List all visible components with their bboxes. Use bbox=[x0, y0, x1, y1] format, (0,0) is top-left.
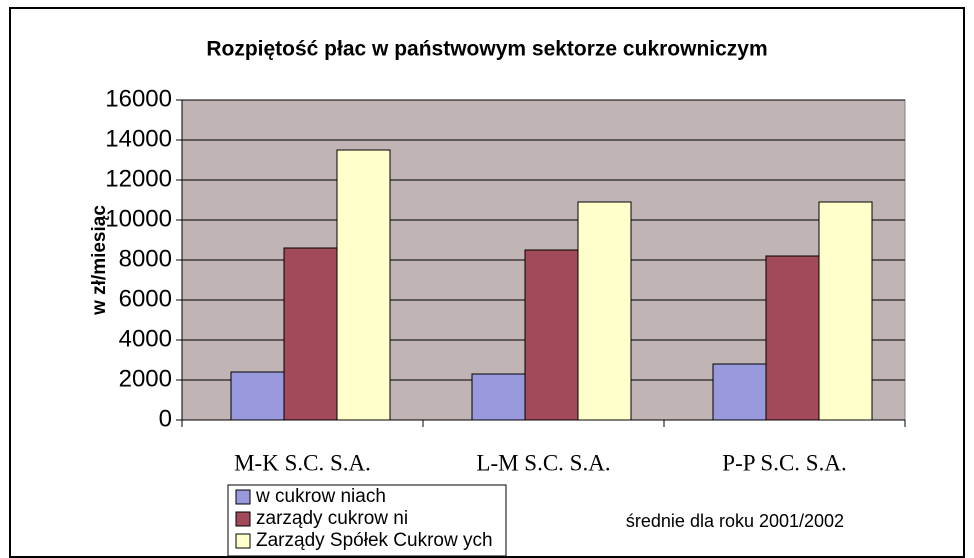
bar bbox=[818, 201, 873, 421]
bar bbox=[712, 363, 767, 421]
x-tick-label: P-P S.C. S.A. bbox=[722, 450, 846, 475]
legend-swatch bbox=[235, 489, 251, 505]
y-tick-label: 12000 bbox=[105, 165, 172, 192]
legend-label: w cukrow niach bbox=[255, 486, 386, 507]
x-tick-label: L-M S.C. S.A. bbox=[476, 450, 610, 475]
y-tick-label: 2000 bbox=[119, 365, 172, 392]
legend-swatch bbox=[235, 533, 251, 549]
y-tick-label: 14000 bbox=[105, 125, 172, 152]
bar bbox=[230, 371, 285, 421]
legend-box bbox=[227, 484, 507, 557]
bar bbox=[336, 149, 391, 421]
legend-label: Zarządy Spółek Cukrow ych bbox=[256, 530, 493, 551]
y-tick-label: 16000 bbox=[105, 85, 172, 112]
y-tick-label: 10000 bbox=[105, 205, 172, 232]
bar bbox=[471, 373, 526, 421]
bar bbox=[524, 249, 579, 421]
bar bbox=[765, 255, 820, 421]
y-tick-label: 4000 bbox=[119, 325, 172, 352]
x-tick-label: M-K S.C. S.A. bbox=[234, 450, 371, 475]
y-axis-label: w zł/miesiąc bbox=[89, 205, 110, 316]
y-tick-label: 0 bbox=[159, 405, 172, 432]
y-tick-label: 8000 bbox=[119, 245, 172, 272]
bar bbox=[283, 247, 338, 421]
chart-title: Rozpiętość płac w państwowym sektorze cu… bbox=[206, 38, 767, 61]
legend-swatch bbox=[235, 511, 251, 527]
annotation: średnie dla roku 2001/2002 bbox=[626, 511, 844, 531]
legend-label: zarządy cukrow ni bbox=[256, 508, 408, 529]
bar bbox=[577, 201, 632, 421]
y-tick-label: 6000 bbox=[119, 285, 172, 312]
